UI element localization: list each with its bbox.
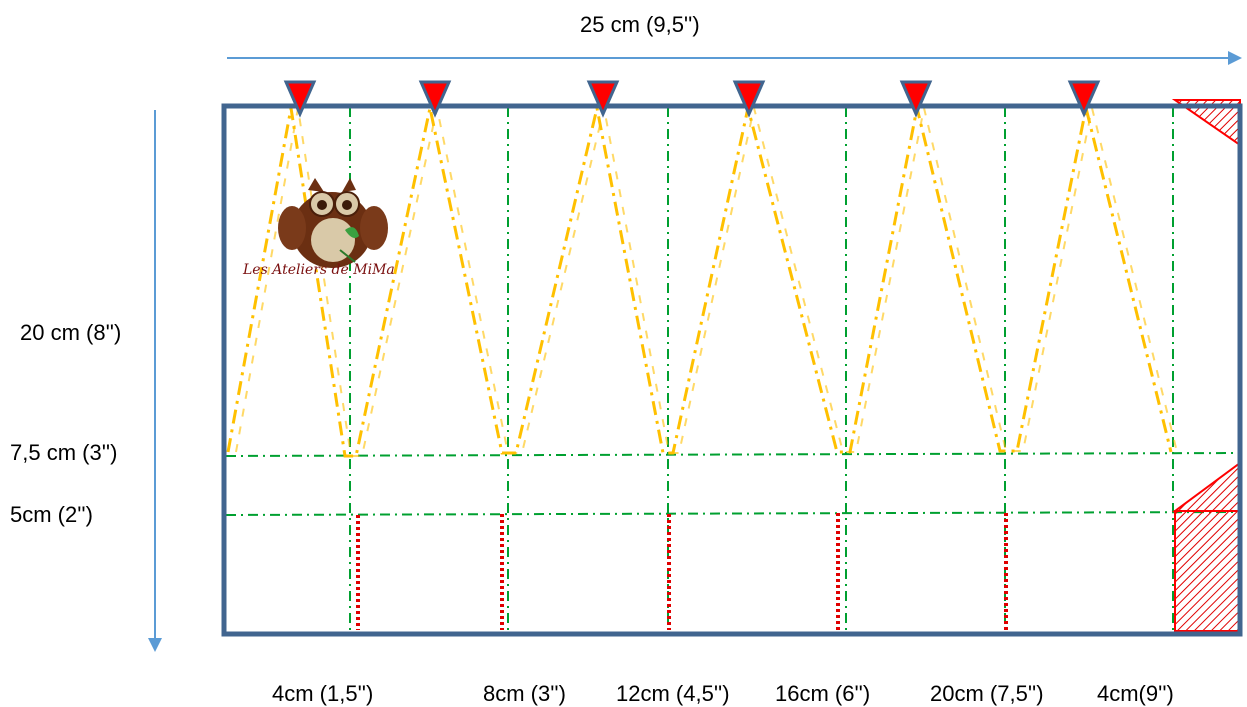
- width-label: 25 cm (9,5''): [580, 12, 700, 37]
- hatched-rect-bottom-icon: [1174, 510, 1241, 632]
- bottom-label-3: 12cm (4,5''): [616, 681, 730, 706]
- red-triangle-marker-icon: [586, 80, 620, 118]
- red-triangle-marker-icon: [418, 80, 452, 118]
- hatched-triangle-mid-icon: [1171, 461, 1241, 512]
- cut-lines: [356, 513, 1008, 630]
- owl-logo-icon: [278, 178, 388, 268]
- horizontal-fold-guides: [225, 452, 1241, 516]
- zigzag-line: [226, 107, 1173, 458]
- logo-text: Les Ateliers de MiMa: [243, 262, 395, 278]
- red-triangle-marker-icon: [732, 80, 766, 118]
- bottom-label-1: 4cm (1,5''): [272, 681, 374, 706]
- fold-line-upper: [225, 452, 1241, 457]
- height-label: 20 cm (8''): [20, 320, 122, 345]
- red-triangle-marker-icon: [899, 80, 933, 118]
- width-arrow-head: [1228, 51, 1242, 65]
- zigzag-line-offset: [235, 107, 1178, 457]
- fold-line-lower: [225, 511, 1241, 516]
- red-triangle-marker-icon: [1067, 80, 1101, 118]
- fold-line-upper-label: 7,5 cm (3''): [10, 440, 118, 465]
- bottom-label-6: 4cm(9''): [1097, 681, 1174, 706]
- height-arrow-head: [148, 638, 162, 652]
- top-markers: [283, 80, 1101, 118]
- bottom-label-2: 8cm (3''): [483, 681, 566, 706]
- red-triangle-marker-icon: [283, 80, 317, 118]
- vertical-fold-guides: [349, 107, 1174, 633]
- pattern-frame: [221, 103, 1243, 637]
- corner-tabs: [1171, 99, 1241, 632]
- bottom-label-5: 20cm (7,5''): [930, 681, 1044, 706]
- bottom-label-4: 16cm (6''): [775, 681, 871, 706]
- fold-line-lower-label: 5cm (2''): [10, 502, 93, 527]
